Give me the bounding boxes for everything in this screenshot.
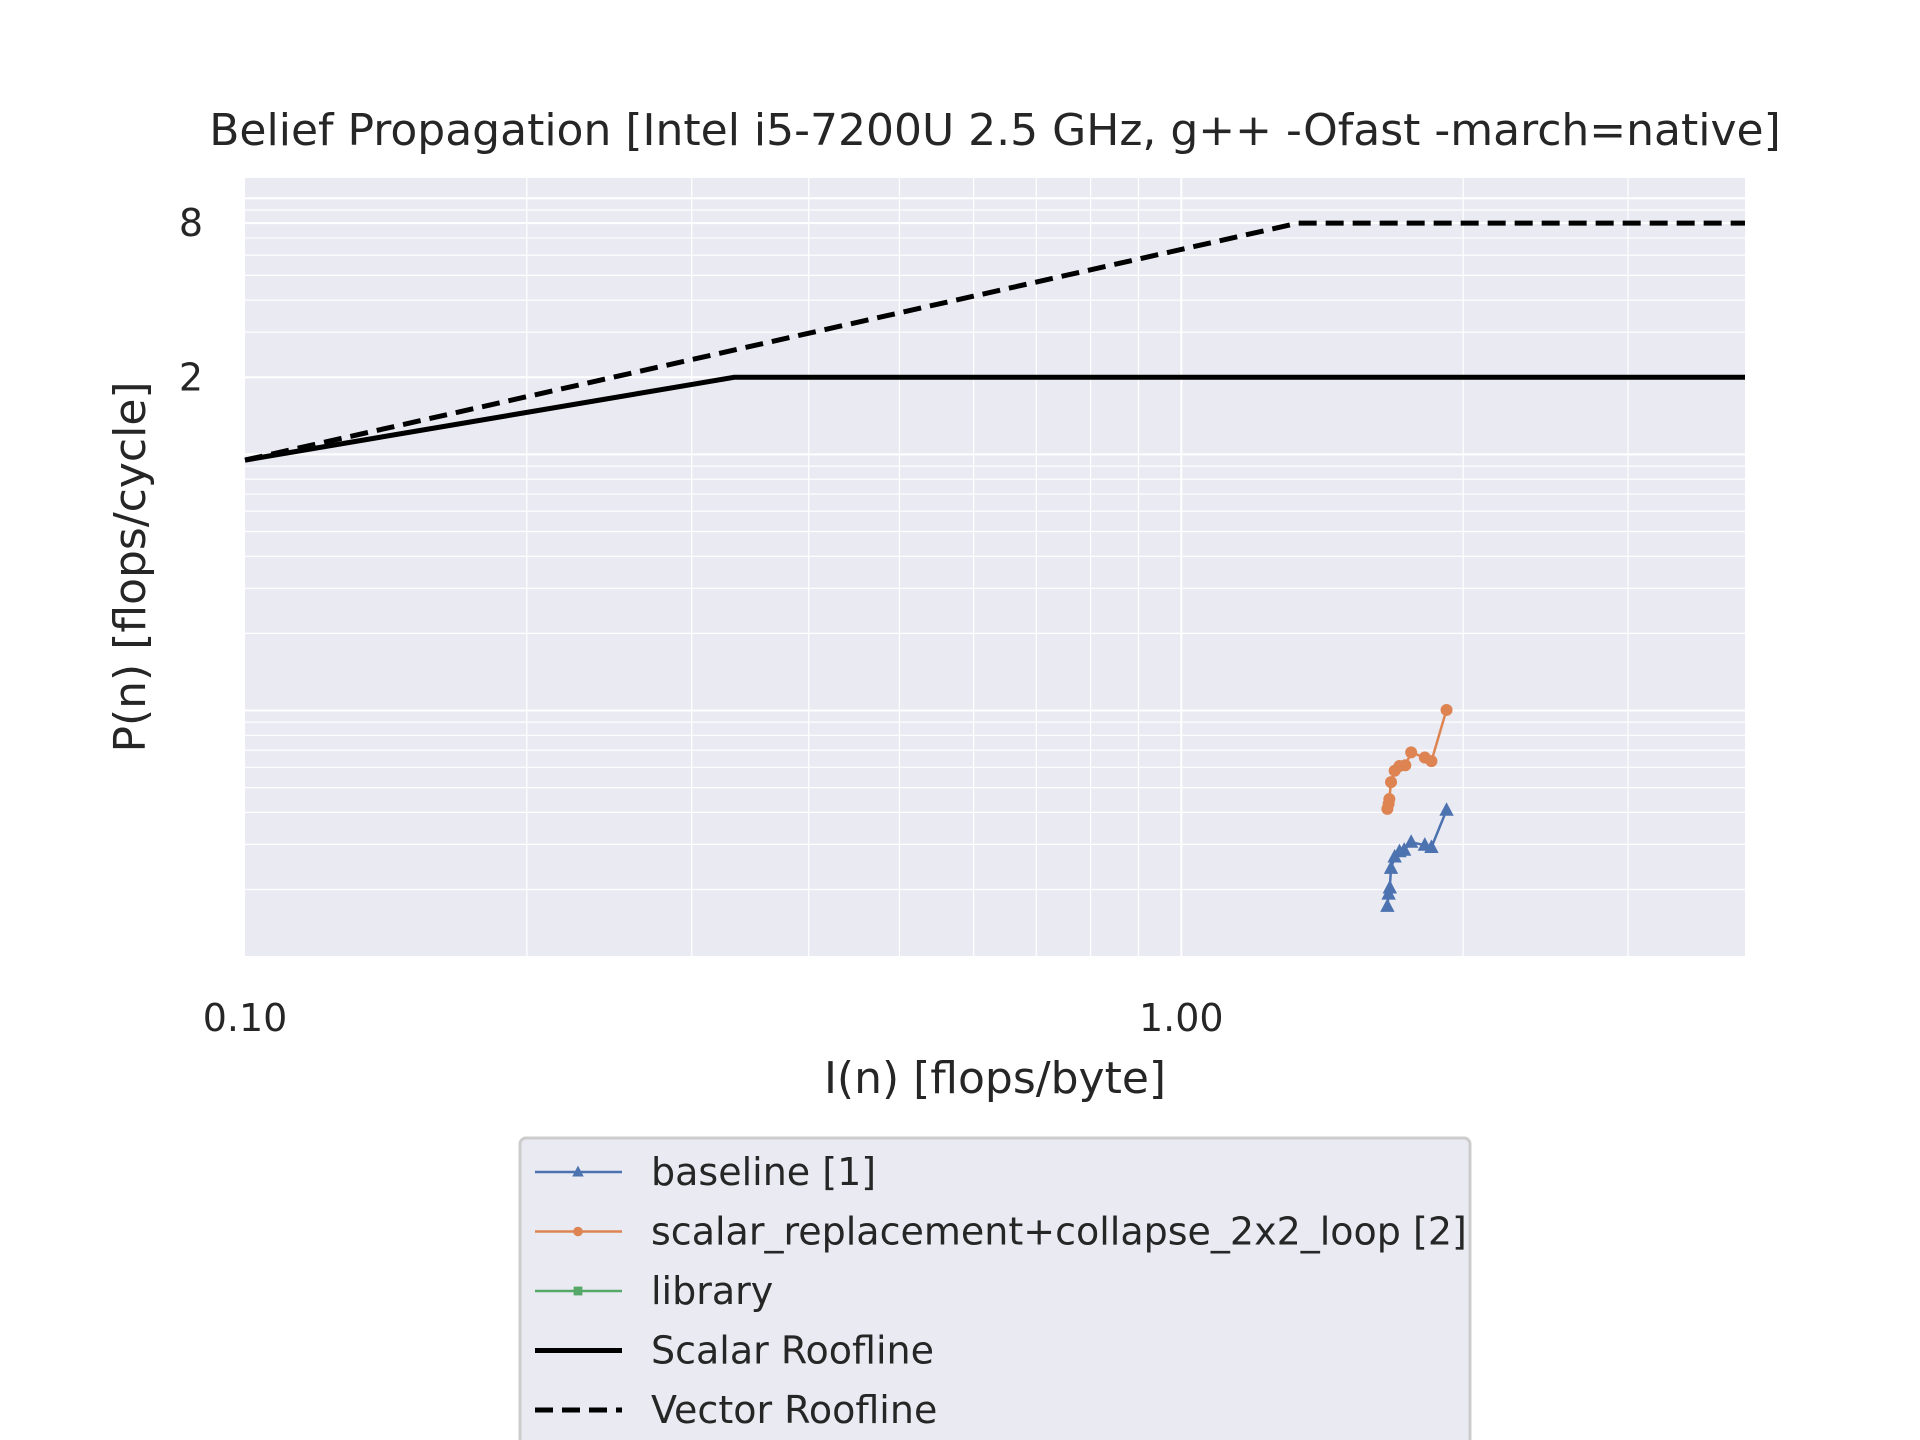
y-tick-label: 2 xyxy=(179,355,203,399)
y-tick-label: 8 xyxy=(179,201,203,245)
circle-marker xyxy=(1385,776,1398,789)
legend-entries: baseline [1] scalar_replacement+collapse_… xyxy=(535,1150,1467,1432)
triangle-marker xyxy=(1380,898,1395,912)
triangle-marker xyxy=(572,1165,584,1177)
circle-marker xyxy=(1440,703,1453,716)
triangle-marker xyxy=(1383,860,1399,874)
roofline-path xyxy=(244,220,1745,463)
triangle-marker xyxy=(1396,842,1412,856)
circle-marker xyxy=(573,1226,583,1237)
tick-labels: 0.10 1.00 2 8 xyxy=(179,201,1224,1040)
x-tick-label: 0.10 xyxy=(203,996,288,1040)
triangle-marker xyxy=(1439,802,1454,816)
legend-box xyxy=(518,1136,1472,1440)
plot-background xyxy=(245,178,1745,956)
roofline-path xyxy=(244,374,1745,463)
circle-marker xyxy=(1425,755,1438,768)
series-vector-roofline xyxy=(244,220,1745,463)
circle-marker xyxy=(1405,746,1418,759)
legend-label: library xyxy=(651,1269,773,1313)
series-lines xyxy=(244,220,1745,912)
triangle-marker xyxy=(1382,879,1398,894)
chart-title: Belief Propagation [Intel i5-7200U 2.5 G… xyxy=(209,105,1781,156)
y-axis-label: P(n) [flops/cycle] xyxy=(105,381,156,752)
triangle-marker xyxy=(1403,834,1419,848)
series-baseline-1 xyxy=(1380,802,1454,912)
x-tick-label: 1.00 xyxy=(1139,996,1224,1040)
triangle-marker xyxy=(1424,839,1439,854)
legend-label: Scalar Roofline xyxy=(651,1329,934,1373)
series-scalar-roofline xyxy=(244,374,1745,463)
legend-label: baseline [1] xyxy=(651,1150,876,1194)
circle-marker xyxy=(1383,793,1396,806)
legend-label: scalar_replacement+collapse_2x2_loop [2] xyxy=(651,1210,1467,1254)
x-axis-label: I(n) [flops/byte] xyxy=(824,1053,1166,1104)
legend: baseline [1] scalar_replacement+collapse_… xyxy=(518,1136,1472,1440)
series-scalar-replacement-collapse-2x2-loop-2 xyxy=(1381,703,1453,815)
circle-marker xyxy=(1399,759,1412,772)
legend-label: Vector Roofline xyxy=(651,1388,937,1432)
square-marker xyxy=(573,1286,583,1296)
